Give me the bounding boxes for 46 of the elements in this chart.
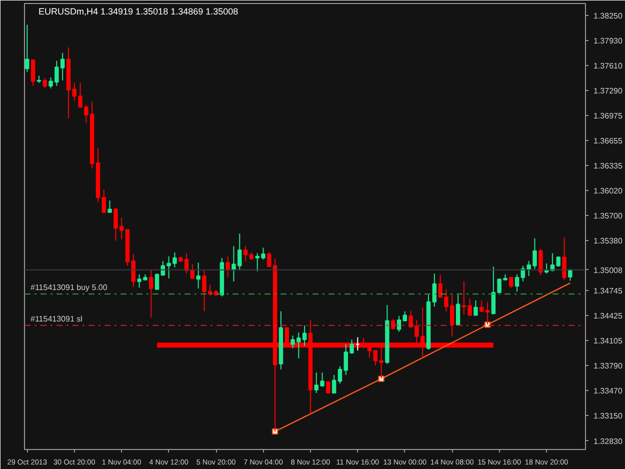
y-tick-label: 1.36975	[594, 111, 623, 120]
candlestick	[396, 316, 402, 332]
chart-title: EURUSDm,H4 1.34919 1.35018 1.34869 1.35008	[38, 6, 238, 16]
candlestick	[326, 380, 330, 394]
candlestick	[568, 268, 572, 282]
y-tick-label: 1.34745	[594, 286, 623, 296]
candlestick	[514, 274, 520, 292]
candlestick	[456, 294, 460, 326]
candlestick	[474, 300, 478, 316]
y-tick-label: 1.34105	[594, 336, 623, 346]
candlestick	[25, 24, 30, 72]
ref-line-label: #115413091 sl	[30, 314, 83, 324]
y-tick-label: 1.36020	[594, 186, 623, 196]
ref-line-label: #115413091 buy 5.00	[30, 283, 108, 292]
y-tick-label: 1.36655	[594, 136, 623, 146]
candlestick	[226, 256, 230, 278]
candlestick	[190, 264, 195, 279]
candlestick	[30, 60, 36, 86]
y-tick-label: 1.33790	[594, 361, 623, 370]
candlestick	[432, 273, 437, 308]
y-tick-label: 1.37610	[594, 62, 623, 71]
y-tick-label: 1.35380	[594, 236, 623, 246]
candlestick	[108, 200, 112, 213]
y-tick-label: 1.32830	[594, 436, 623, 446]
y-tick-label: 1.33470	[594, 386, 623, 396]
candlestick	[196, 262, 200, 290]
candlestick	[42, 78, 47, 89]
y-tick-label: 1.33150	[594, 412, 623, 421]
y-tick-label: 1.37290	[594, 86, 623, 96]
y-tick-label: 1.38250	[594, 11, 623, 20]
candlestick	[390, 318, 396, 330]
candlestick	[243, 246, 248, 262]
y-tick-label: 1.34425	[594, 312, 623, 321]
y-tick-label: 1.35700	[594, 212, 623, 221]
candlestick	[402, 310, 408, 322]
candlestick	[148, 269, 154, 318]
candlestick	[154, 273, 160, 290]
candlestick	[562, 236, 566, 280]
ref-line-label: 1.35008	[594, 266, 623, 275]
candlestick	[332, 374, 336, 394]
candlestick	[538, 248, 543, 276]
candlestick	[102, 189, 106, 213]
candlestick	[131, 253, 136, 288]
y-tick-label: 1.36335	[594, 162, 623, 171]
y-tick-label: 1.37930	[594, 36, 623, 46]
point	[378, 376, 384, 382]
